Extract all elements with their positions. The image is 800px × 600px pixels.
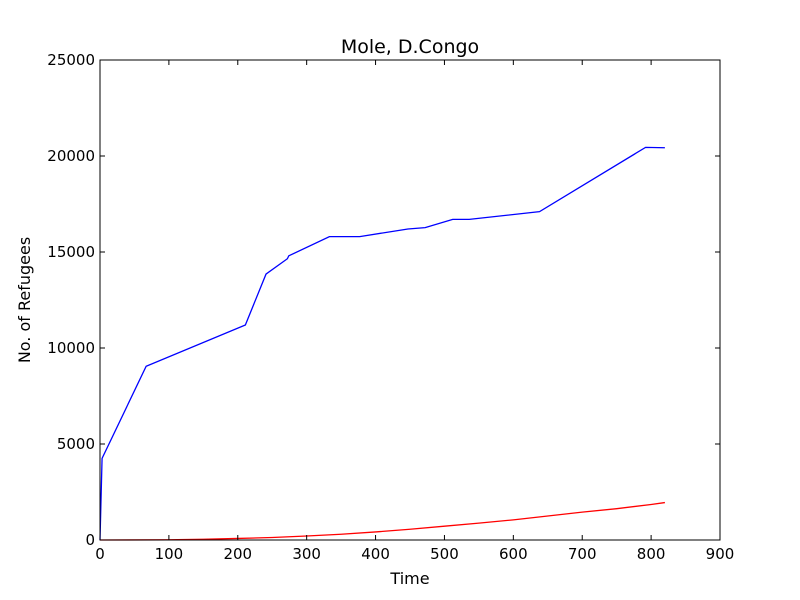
series-line-1 — [99, 146, 665, 541]
y-tick-label: 25000 — [47, 51, 95, 69]
x-axis-label: Time — [389, 569, 429, 588]
y-tick-label: 20000 — [47, 147, 95, 165]
x-tick-label: 400 — [361, 545, 390, 563]
x-tick-label: 0 — [95, 545, 105, 563]
y-tick-label: 5000 — [57, 435, 95, 453]
x-tick-label: 700 — [568, 545, 597, 563]
y-tick-label: 0 — [85, 531, 95, 549]
x-tick-label: 800 — [637, 545, 666, 563]
axis-ticks: 0 100 200 300 400 500 600 700 800 900 0 5000 10000 15… — [47, 51, 734, 563]
x-tick-label: 600 — [499, 545, 528, 563]
x-tick-label: 900 — [706, 545, 735, 563]
series-line-2 — [99, 501, 665, 541]
plot-frame — [99, 59, 721, 541]
x-tick-label: 100 — [155, 545, 184, 563]
y-axis-label: No. of Refugees — [15, 237, 34, 363]
x-tick-label: 500 — [430, 545, 459, 563]
chart-title: Mole, D.Congo — [341, 36, 479, 58]
y-tick-label: 10000 — [47, 339, 95, 357]
x-tick-label: 200 — [223, 545, 252, 563]
x-tick-label: 300 — [292, 545, 321, 563]
plot-area — [99, 146, 665, 541]
y-tick-label: 15000 — [47, 243, 95, 261]
